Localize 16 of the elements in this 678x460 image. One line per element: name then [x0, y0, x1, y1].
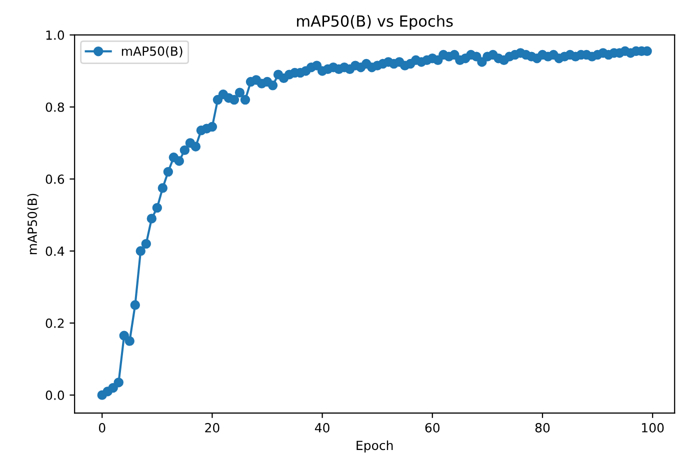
y-tick-label: 0.4 — [46, 246, 64, 256]
x-tick-label: 100 — [642, 423, 664, 432]
y-tick-label: 0.0 — [46, 390, 64, 400]
x-tick-label: 40 — [314, 423, 330, 432]
y-tick-label: 0.6 — [46, 174, 64, 184]
y-axis-title: mAP50(B) — [27, 194, 38, 254]
y-tick-label: 0.8 — [46, 102, 64, 112]
y-tick-label: 1.0 — [46, 30, 64, 40]
x-tick-label: 0 — [98, 423, 106, 432]
x-axis-title: Epoch — [356, 440, 393, 453]
y-tick-label: 0.2 — [46, 318, 64, 328]
x-tick-label: 60 — [425, 423, 440, 432]
legend-label: mAP50(B) — [122, 46, 182, 58]
chart-title: mAP50(B) vs Epochs — [297, 15, 453, 30]
x-tick-label: 20 — [205, 423, 220, 432]
x-tick-label: 80 — [535, 423, 550, 432]
